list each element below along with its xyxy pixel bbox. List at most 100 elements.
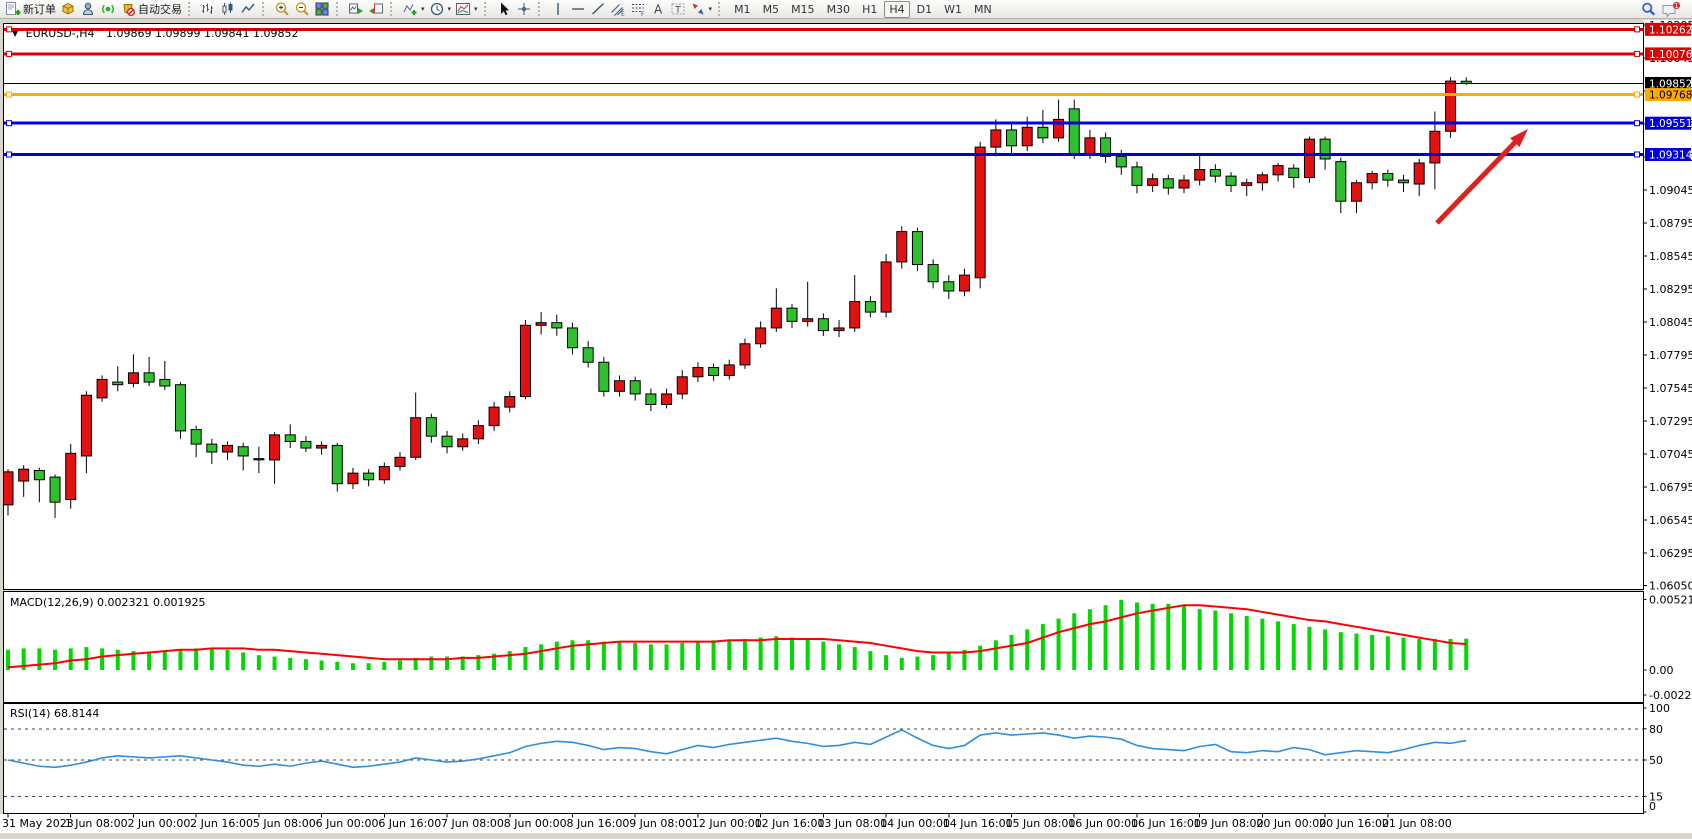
arrows-button[interactable]: ▾: [688, 1, 715, 18]
symbol-dropdown-marker[interactable]: ▼: [12, 29, 19, 38]
tab-timeframe-mn[interactable]: MN: [973, 2, 992, 16]
svg-text:5 Jun 08:00: 5 Jun 08:00: [253, 817, 316, 830]
svg-text:12 Jun 00:00: 12 Jun 00:00: [692, 817, 762, 830]
chart-title: ▼ EURUSD-,H4 1.09869 1.09899 1.09841 1.0…: [12, 27, 299, 40]
tab-timeframe-m30[interactable]: M30: [826, 2, 851, 16]
templates-button[interactable]: ▾: [453, 1, 480, 18]
svg-text:0.00: 0.00: [1649, 664, 1674, 677]
bar-chart-button[interactable]: [198, 1, 218, 18]
toolbar: 新订单 自动交易: [0, 0, 1692, 19]
line-handle[interactable]: [6, 120, 12, 127]
periods-button[interactable]: ▾: [427, 1, 454, 18]
tab-timeframe-d1[interactable]: D1: [916, 2, 933, 16]
signals-button[interactable]: [98, 1, 118, 18]
trendline-button[interactable]: [588, 1, 608, 18]
horizontal-line-icon: [571, 8, 584, 10]
svg-text:12 Jun 16:00: 12 Jun 16:00: [755, 817, 825, 830]
chevron-down-icon: ▾: [474, 5, 478, 13]
text-label-button[interactable]: T: [668, 1, 688, 18]
chevron-down-icon: ▾: [421, 5, 425, 13]
auto-trading-button[interactable]: 自动交易: [118, 1, 184, 18]
price-tag: [1645, 88, 1691, 102]
vertical-line-button[interactable]: [548, 1, 568, 18]
indicators-icon: [403, 4, 417, 15]
chevron-down-icon: ▾: [708, 5, 713, 13]
svg-text:F: F: [641, 11, 645, 17]
svg-text:16 Jun 00:00: 16 Jun 00:00: [1068, 817, 1138, 830]
search-button[interactable]: [1638, 1, 1659, 18]
indicators-button[interactable]: ▾: [400, 1, 427, 18]
svg-text:1.09768: 1.09768: [1649, 90, 1692, 102]
line-handle[interactable]: [6, 91, 12, 98]
rsi-indicator-label: RSI(14) 68.8144: [10, 707, 100, 720]
svg-text:1.07045: 1.07045: [1649, 448, 1692, 461]
zoom-out-button[interactable]: [292, 1, 312, 18]
line-handle[interactable]: [6, 26, 12, 33]
svg-text:1.06295: 1.06295: [1649, 547, 1692, 560]
line-handle[interactable]: [1634, 120, 1640, 127]
quotes-button[interactable]: [58, 1, 78, 18]
text-label-icon: T: [671, 3, 685, 16]
toolbar-separator: [336, 2, 342, 16]
line-handle[interactable]: [1634, 151, 1640, 158]
line-handle[interactable]: [1634, 26, 1640, 33]
clock-icon: [430, 2, 443, 16]
tab-timeframe-h4[interactable]: H4: [884, 0, 910, 18]
svg-text:1.10262: 1.10262: [1649, 24, 1692, 36]
svg-text:A: A: [654, 3, 663, 17]
horizontal-line-button[interactable]: [568, 1, 588, 18]
profile-button[interactable]: [78, 1, 98, 18]
auto-scroll-button[interactable]: [346, 1, 366, 18]
svg-text:1.08545: 1.08545: [1649, 250, 1692, 263]
svg-text:8 Jun 16:00: 8 Jun 16:00: [566, 817, 629, 830]
svg-text:T: T: [674, 6, 681, 16]
tile-windows-icon: [315, 2, 329, 16]
fibonacci-button[interactable]: F: [628, 1, 648, 18]
auto-trading-label: 自动交易: [138, 2, 182, 16]
svg-text:31 May 2023: 31 May 2023: [2, 817, 74, 830]
equidistant-channel-icon: E: [610, 4, 625, 17]
svg-text:1.09045: 1.09045: [1649, 184, 1692, 197]
svg-text:1.07795: 1.07795: [1649, 349, 1692, 362]
svg-text:20 Jun 00:00: 20 Jun 00:00: [1256, 817, 1326, 830]
bar-chart-icon: [202, 3, 213, 14]
svg-text:1.09551: 1.09551: [1649, 118, 1692, 130]
new-order-button[interactable]: 新订单: [3, 1, 58, 18]
text-a-icon: A: [654, 3, 663, 17]
chart-shift-button[interactable]: [366, 1, 386, 18]
candlestick-button[interactable]: [218, 1, 238, 18]
line-chart-button[interactable]: [238, 1, 258, 18]
crosshair-button[interactable]: [514, 1, 534, 18]
channel-button[interactable]: E: [608, 1, 628, 18]
tab-timeframe-m15[interactable]: M15: [791, 2, 815, 16]
svg-text:50: 50: [1649, 754, 1663, 767]
search-icon: [1642, 2, 1656, 16]
tab-timeframe-m1[interactable]: M1: [734, 2, 751, 16]
text-button[interactable]: A: [648, 1, 668, 18]
line-handle[interactable]: [1634, 50, 1640, 57]
line-handle[interactable]: [6, 50, 12, 57]
svg-text:6 Jun 00:00: 6 Jun 00:00: [316, 817, 379, 830]
tab-timeframe-w1[interactable]: W1: [944, 2, 962, 16]
comments-button[interactable]: 1: [1659, 1, 1683, 18]
toolbar-separator: [537, 2, 544, 16]
notification-badge: [1672, 1, 1681, 9]
toolbar-separator: [390, 2, 396, 16]
line-handle[interactable]: [1634, 91, 1640, 98]
cursor-button[interactable]: [494, 1, 514, 18]
zoom-in-button[interactable]: [272, 1, 292, 18]
line-handle[interactable]: [6, 151, 12, 158]
tab-timeframe-h1[interactable]: H1: [862, 2, 878, 16]
fibonacci-icon: F: [631, 4, 645, 17]
svg-text:21 Jun 08:00: 21 Jun 08:00: [1382, 817, 1452, 830]
candlestick-icon: [222, 2, 233, 15]
comment-icon: 1: [1662, 1, 1681, 18]
tile-windows-button[interactable]: [312, 1, 332, 18]
tab-timeframe-m5[interactable]: M5: [762, 2, 780, 16]
notification-count: 1: [1674, 1, 1678, 9]
svg-text:100: 100: [1649, 702, 1670, 715]
trend-arrow[interactable]: [1435, 138, 1520, 225]
svg-text:1.07545: 1.07545: [1649, 382, 1692, 395]
svg-text:1.09314: 1.09314: [1649, 149, 1692, 161]
